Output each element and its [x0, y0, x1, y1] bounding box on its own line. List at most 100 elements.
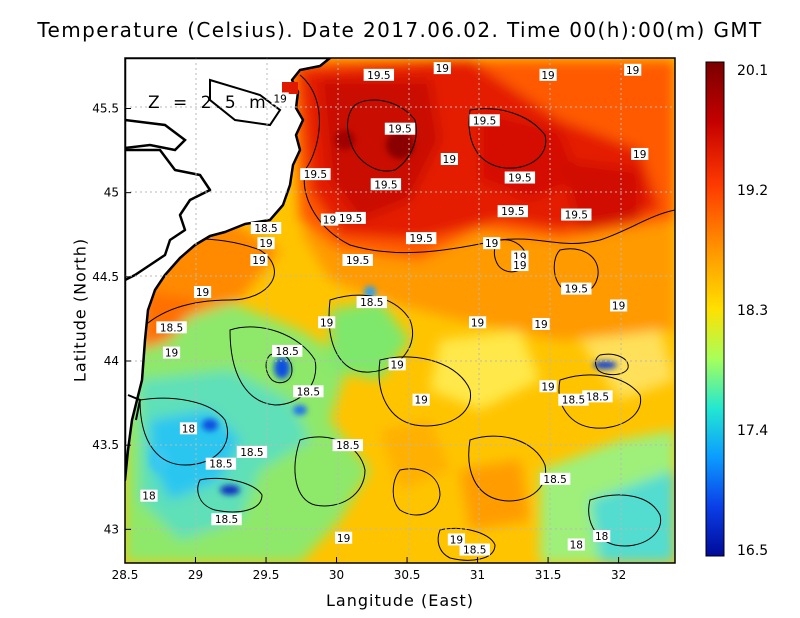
- contour-label: 18.5: [582, 390, 613, 403]
- contour-label-box: [468, 316, 487, 329]
- contour-label-box: [447, 533, 466, 546]
- contour-label-text: 19: [633, 149, 646, 161]
- contour-label-box: [293, 385, 324, 398]
- contour-label-box: [539, 68, 557, 81]
- contour-label: 18.5: [332, 439, 364, 452]
- contour-label-box: [271, 92, 289, 105]
- contour-label-box: [388, 358, 406, 371]
- contour-label-text: 19.5: [374, 179, 397, 191]
- contour-label-text: 19.5: [367, 70, 390, 82]
- plot-frame: [124, 57, 676, 564]
- contour-label-text: 19.5: [565, 284, 588, 296]
- contour-label-box: [412, 393, 430, 406]
- contour-label: 19.5: [363, 68, 395, 82]
- colorbar: 20.1 19.2 18.3 17.4 16.5: [705, 61, 768, 559]
- contour-label-text: 19: [320, 317, 333, 329]
- contour-label: 19: [539, 380, 557, 393]
- x-tick-label: 30.5: [394, 568, 421, 582]
- contour-label-text: 19: [513, 260, 526, 272]
- y-tick-label: 44: [104, 354, 119, 368]
- contour-label: 19.5: [497, 205, 529, 218]
- x-axis-ticks: 28.5 29 29.5 30 30.5 31 31.5 32: [112, 557, 626, 582]
- contour-label-text: 18.5: [543, 474, 566, 486]
- contour-label-box: [156, 321, 187, 334]
- contour-label: 19: [511, 259, 529, 272]
- contour-label-box: [440, 153, 458, 165]
- y-tick-label: 45.5: [92, 102, 119, 116]
- x-tick-label: 29.5: [253, 568, 280, 582]
- contour-label-box: [532, 317, 550, 330]
- x-axis-label: Langitude (East): [326, 591, 474, 610]
- contour-label: 19: [609, 299, 628, 312]
- contour-label-box: [561, 282, 592, 295]
- contour-label-box: [320, 213, 339, 226]
- contour-label-text: 18.5: [463, 545, 486, 557]
- y-tick-label: 43: [104, 522, 119, 536]
- contour-label-text: 19: [471, 317, 484, 329]
- contour-label-text: 19: [337, 533, 350, 545]
- contour-label: 19: [388, 358, 406, 371]
- contour-label-text: 19: [165, 348, 178, 360]
- contour-label: 19: [539, 68, 557, 82]
- contour-label-text: 18: [570, 539, 583, 551]
- contour-label-text: 19: [541, 381, 554, 393]
- colorbar-tick-label: 19.2: [737, 183, 768, 199]
- colorbar-gradient: [705, 61, 725, 557]
- contour-label-text: 18.5: [336, 440, 359, 452]
- colorbar-ticks: 20.1 19.2 18.3 17.4 16.5: [737, 63, 768, 559]
- contour-label-text: 19: [196, 287, 209, 299]
- contour-label-text: 19: [450, 534, 463, 546]
- y-tick-label: 43.5: [92, 438, 119, 452]
- contour-label: 19.5: [384, 122, 416, 136]
- contour-label-text: 19: [612, 300, 625, 312]
- depth-label: Z = 2.5 m: [148, 93, 270, 113]
- contour-label-text: 19.5: [501, 206, 524, 218]
- contour-label: 18.5: [211, 513, 242, 526]
- contour-label: 19: [532, 317, 550, 331]
- contour-label: 19: [320, 213, 339, 227]
- contour-label-box: [370, 178, 402, 191]
- contour-label-text: 19: [390, 359, 403, 371]
- contour-label-text: 19: [626, 65, 639, 77]
- colorbar-tick-label: 17.4: [737, 423, 768, 439]
- contour-label-text: 18.5: [562, 395, 585, 407]
- contour-label-box: [211, 513, 242, 526]
- contour-label-box: [250, 254, 268, 266]
- contour-label-text: 19.5: [304, 169, 327, 181]
- contour-label-box: [405, 232, 437, 245]
- contour-label: 19: [412, 393, 430, 407]
- contour-label: 19.5: [300, 168, 331, 181]
- contour-label-text: 19: [273, 93, 286, 105]
- contour-label-text: 19.5: [339, 213, 362, 225]
- contour-label: 18.5: [250, 222, 282, 235]
- contour-label: 19: [468, 316, 487, 329]
- contour-label-text: 19: [534, 319, 547, 331]
- contour-label-box: [250, 222, 282, 235]
- contour-label: 18.5: [293, 385, 324, 398]
- contour-label-box: [356, 296, 387, 309]
- contour-label-box: [539, 380, 557, 393]
- contour-label-box: [271, 344, 303, 357]
- contour-label-box: [342, 254, 373, 266]
- contour-label-box: [561, 208, 592, 221]
- contour-label-box: [469, 114, 500, 127]
- contour-label: 19: [447, 533, 466, 546]
- contour-label: 19.5: [504, 171, 536, 185]
- contour-label: 18.5: [205, 457, 237, 471]
- contour-label: 18: [567, 538, 585, 551]
- contour-label: 19.5: [370, 178, 402, 191]
- contour-label: 18.5: [271, 344, 303, 358]
- colorbar-tick-label: 18.3: [737, 303, 768, 319]
- contour-label: 18.5: [539, 472, 571, 486]
- contour-label-box: [609, 299, 628, 312]
- contour-label-text: 19.5: [565, 210, 588, 222]
- contour-label-text: 18.5: [360, 297, 383, 309]
- contour-label-box: [384, 122, 416, 135]
- contour-label-text: 18.5: [240, 447, 263, 459]
- contour-label-box: [193, 285, 212, 298]
- contour-label-text: 19.5: [346, 255, 369, 267]
- contour-label: 18.5: [356, 296, 387, 309]
- contour-label-text: 19: [443, 154, 456, 166]
- contour-label-box: [332, 439, 364, 452]
